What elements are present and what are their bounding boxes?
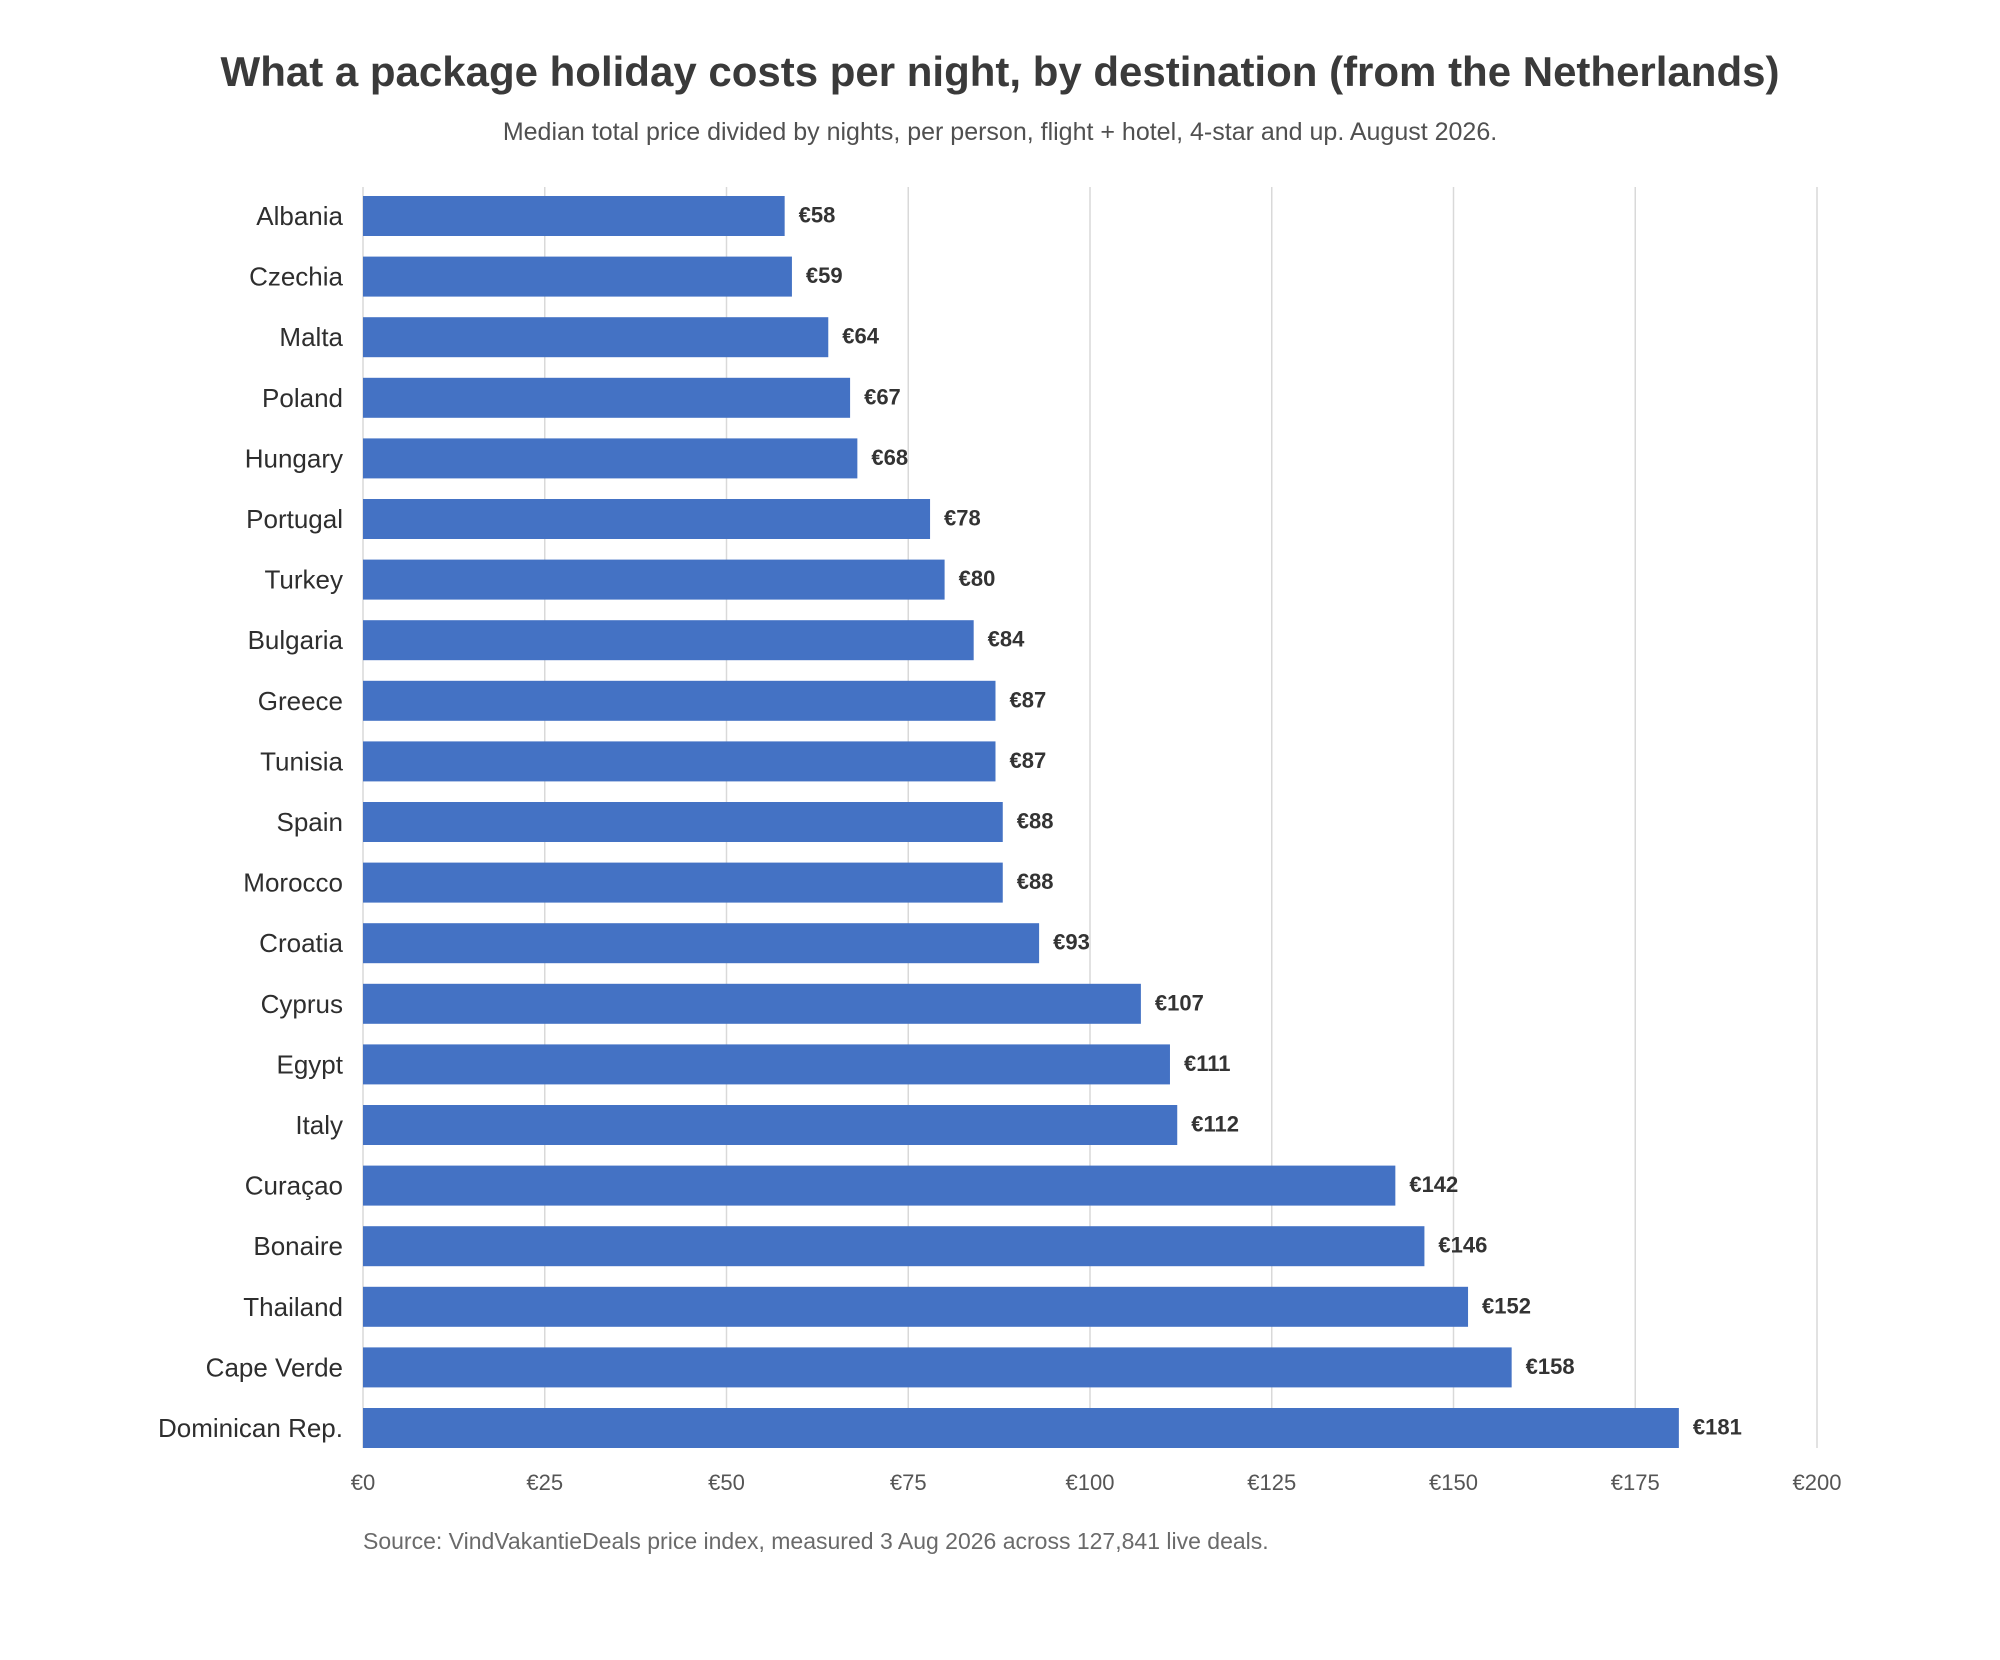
bar-italy <box>363 1105 1178 1145</box>
x-tick-label: €50 <box>708 1470 745 1495</box>
x-tick-label: €150 <box>1429 1470 1478 1495</box>
category-label: Bulgaria <box>248 625 344 655</box>
category-label: Turkey <box>265 565 344 595</box>
category-label: Cape Verde <box>206 1352 343 1382</box>
bar-greece <box>363 680 996 721</box>
chart-source: Source: VindVakantieDeals price index, m… <box>363 1528 1269 1554</box>
category-label: Malta <box>279 322 343 352</box>
value-label: €64 <box>842 324 879 349</box>
category-label: Dominican Rep. <box>158 1413 343 1443</box>
value-label: €93 <box>1053 930 1090 955</box>
value-label: €80 <box>959 566 996 591</box>
category-label: Portugal <box>246 504 343 534</box>
bar-tunisia <box>363 741 996 782</box>
category-label: Czechia <box>249 262 343 292</box>
bar-hungary <box>363 438 858 479</box>
bars <box>363 196 1679 1448</box>
chart-subtitle: Median total price divided by nights, pe… <box>502 118 1498 146</box>
bar-spain <box>363 802 1003 842</box>
category-label: Italy <box>295 1110 343 1140</box>
category-label: Curaçao <box>245 1171 343 1201</box>
category-label: Albania <box>256 201 343 231</box>
category-label: Cyprus <box>261 989 343 1019</box>
value-label: €146 <box>1438 1233 1487 1258</box>
value-label: €107 <box>1155 990 1204 1015</box>
category-label: Greece <box>258 686 343 716</box>
labels: €0 €25 €50 €75 €100 €125 €150 €175 €200 Albania €5… <box>158 201 1841 1495</box>
value-label: €58 <box>799 203 836 228</box>
value-label: €88 <box>1017 869 1054 894</box>
value-label: €87 <box>1009 687 1046 712</box>
bar-cura-ao <box>363 1165 1396 1206</box>
bar-bulgaria <box>363 620 974 661</box>
x-tick-label: €175 <box>1611 1470 1660 1495</box>
x-tick-label: €75 <box>890 1470 927 1495</box>
category-label: Morocco <box>243 868 343 898</box>
bar-turkey <box>363 559 945 600</box>
value-label: €112 <box>1191 1112 1239 1137</box>
bar-portugal <box>363 499 931 539</box>
bar-albania <box>363 196 785 236</box>
category-label: Thailand <box>243 1292 343 1322</box>
bar-poland <box>363 377 851 418</box>
value-label: €67 <box>864 384 901 409</box>
value-label: €181 <box>1693 1415 1742 1440</box>
category-label: Hungary <box>245 443 343 473</box>
bar-cyprus <box>363 983 1141 1024</box>
bar-egypt <box>363 1044 1170 1085</box>
value-label: €142 <box>1409 1172 1458 1197</box>
chart-title: What a package holiday costs per night, … <box>220 48 1780 95</box>
bar-morocco <box>363 862 1003 903</box>
value-label: €68 <box>871 445 908 470</box>
bar-malta <box>363 317 829 358</box>
value-label: €111 <box>1184 1051 1231 1076</box>
value-label: €87 <box>1009 748 1046 773</box>
value-label: €152 <box>1482 1293 1531 1318</box>
bar-dominican-rep <box>363 1408 1679 1448</box>
value-label: €84 <box>988 627 1025 652</box>
value-label: €158 <box>1526 1354 1575 1379</box>
x-tick-label: €125 <box>1247 1470 1296 1495</box>
bar-croatia <box>363 923 1040 964</box>
category-label: Spain <box>277 807 344 837</box>
x-tick-label: €0 <box>351 1470 375 1495</box>
category-label: Tunisia <box>260 746 343 776</box>
x-tick-label: €25 <box>526 1470 563 1495</box>
category-label: Egypt <box>277 1049 344 1079</box>
category-label: Croatia <box>259 928 343 958</box>
value-label: €59 <box>806 263 843 288</box>
x-tick-label: €200 <box>1793 1470 1842 1495</box>
value-label: €88 <box>1017 809 1054 834</box>
bar-thailand <box>363 1286 1469 1327</box>
bar-czechia <box>363 256 792 297</box>
bar-cape-verde <box>363 1347 1512 1388</box>
bar-bonaire <box>363 1226 1425 1267</box>
category-label: Bonaire <box>253 1231 343 1261</box>
category-label: Poland <box>262 383 343 413</box>
x-tick-label: €100 <box>1066 1470 1115 1495</box>
value-label: €78 <box>944 506 981 531</box>
